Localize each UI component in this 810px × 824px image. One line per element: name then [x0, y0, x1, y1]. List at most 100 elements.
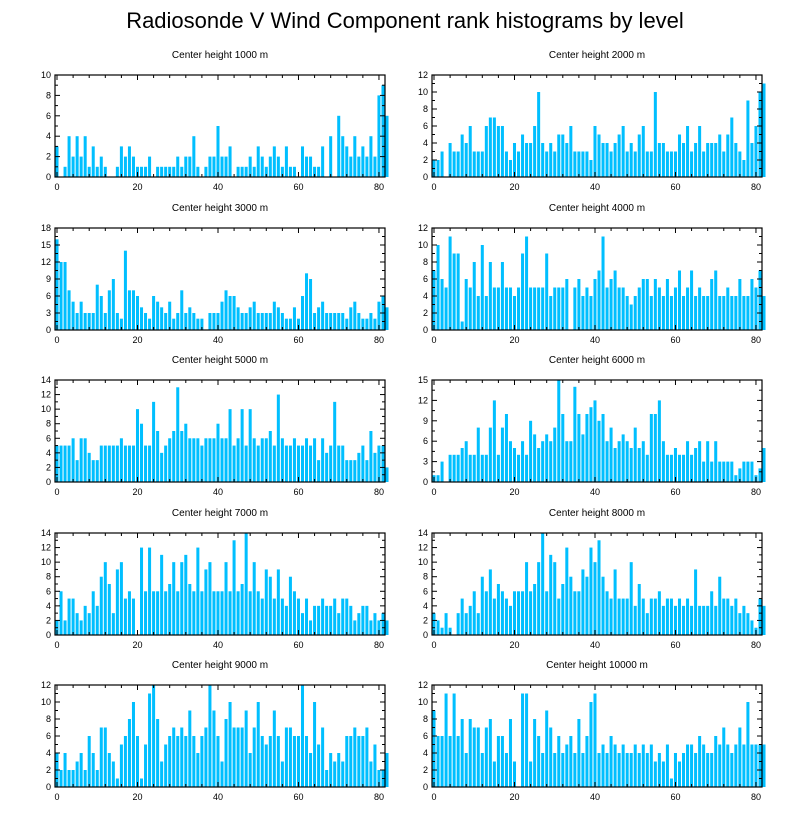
bar — [148, 156, 152, 177]
bar — [714, 605, 718, 635]
y-tick-label: 2 — [423, 765, 428, 775]
y-tick-label: 6 — [46, 111, 51, 121]
bar — [504, 151, 508, 177]
bar — [55, 445, 59, 482]
bar — [276, 307, 280, 330]
y-tick-label: 14 — [41, 375, 51, 385]
bar — [369, 431, 373, 482]
bar — [472, 454, 476, 482]
x-tick-label: 40 — [590, 335, 600, 345]
bar — [99, 576, 103, 635]
x-tick-label: 20 — [132, 640, 142, 650]
bar — [325, 452, 329, 482]
bar — [456, 253, 460, 330]
bar — [613, 569, 617, 635]
bar — [204, 438, 208, 482]
bar — [669, 296, 673, 330]
bar — [119, 744, 123, 787]
bar — [365, 318, 369, 330]
bar — [577, 414, 581, 482]
bar — [204, 569, 208, 635]
bar — [107, 445, 111, 482]
bar — [188, 438, 192, 482]
bar — [313, 605, 317, 635]
bar — [553, 562, 557, 635]
bar — [216, 313, 220, 330]
bar — [337, 115, 341, 177]
bar — [83, 770, 87, 787]
x-tick-label: 20 — [132, 182, 142, 192]
bar — [71, 301, 75, 330]
x-tick-label: 60 — [293, 487, 303, 497]
bar — [521, 253, 525, 330]
bar — [337, 445, 341, 482]
bar — [488, 719, 492, 787]
bar — [541, 753, 545, 787]
bar — [669, 454, 673, 482]
panel-title: Center height 4000 m — [549, 203, 645, 214]
bar — [496, 287, 500, 330]
bar — [361, 605, 365, 635]
bar — [762, 296, 766, 330]
y-tick-label: 6 — [423, 586, 428, 596]
bar — [686, 598, 690, 635]
bar — [349, 307, 353, 330]
bar — [131, 598, 135, 635]
bar — [714, 441, 718, 482]
bar — [164, 591, 168, 635]
bar — [176, 591, 180, 635]
bar — [200, 445, 204, 482]
bar — [188, 584, 192, 635]
y-tick-label: 12 — [41, 390, 51, 400]
bar — [59, 770, 63, 787]
bar — [224, 562, 228, 635]
panel-8: Center height 8000 m 0 2 4 6 8 10 12 14 0 20 40 60 80 — [418, 508, 766, 650]
bar — [196, 547, 200, 635]
bar — [188, 156, 192, 177]
bar — [492, 400, 496, 482]
bar — [59, 445, 63, 482]
bar — [236, 591, 240, 635]
bar — [87, 452, 91, 482]
bar — [184, 423, 188, 482]
bar — [148, 693, 152, 787]
bar — [248, 307, 252, 330]
bar — [264, 313, 268, 330]
bar — [59, 591, 63, 635]
bar — [172, 431, 176, 482]
bar — [750, 744, 754, 787]
bar — [264, 438, 268, 482]
bar — [240, 584, 244, 635]
y-tick-label: 6 — [423, 436, 428, 446]
bar — [164, 445, 168, 482]
bar — [280, 598, 284, 635]
bar — [345, 318, 349, 330]
bar — [337, 753, 341, 787]
bar — [565, 441, 569, 482]
bar — [657, 400, 661, 482]
bar — [738, 613, 742, 635]
bar — [296, 318, 300, 330]
bar — [180, 562, 184, 635]
bar — [722, 727, 726, 787]
bar — [545, 253, 549, 330]
bar — [480, 576, 484, 635]
bar — [252, 166, 256, 177]
bar — [476, 151, 480, 177]
y-tick-label: 4 — [46, 748, 51, 758]
bar — [156, 431, 160, 482]
bar — [625, 151, 629, 177]
x-tick-label: 80 — [751, 182, 761, 192]
bar — [152, 401, 156, 482]
bar — [665, 598, 669, 635]
bar — [216, 736, 220, 787]
bar — [288, 576, 292, 635]
bar — [533, 584, 537, 635]
bar — [460, 719, 464, 787]
bar — [702, 296, 706, 330]
bar — [220, 156, 224, 177]
bar — [140, 166, 144, 177]
bar — [641, 279, 645, 330]
bar — [492, 761, 496, 787]
bar — [464, 279, 468, 330]
